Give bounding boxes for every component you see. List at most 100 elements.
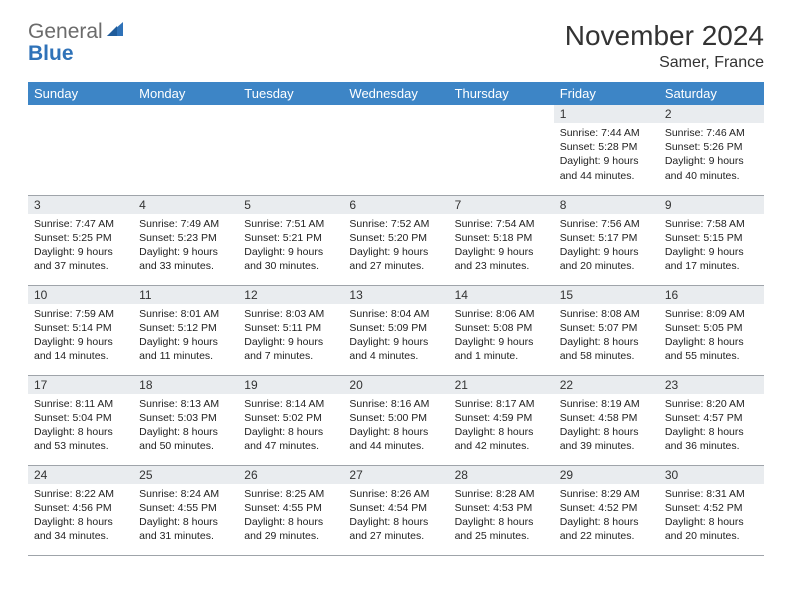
day-number: 13 xyxy=(343,286,448,304)
sunrise-text: Sunrise: 8:04 AM xyxy=(349,307,442,321)
day-details: Sunrise: 8:16 AMSunset: 5:00 PMDaylight:… xyxy=(343,394,448,460)
daylight-text: Daylight: 9 hours and 27 minutes. xyxy=(349,245,442,273)
sunrise-text: Sunrise: 8:11 AM xyxy=(34,397,127,411)
day-details: Sunrise: 8:22 AMSunset: 4:56 PMDaylight:… xyxy=(28,484,133,550)
day-number: 19 xyxy=(238,376,343,394)
day-details: Sunrise: 7:46 AMSunset: 5:26 PMDaylight:… xyxy=(659,123,764,189)
day-cell xyxy=(133,105,238,195)
day-cell xyxy=(449,105,554,195)
sunset-text: Sunset: 5:08 PM xyxy=(455,321,548,335)
day-number: 15 xyxy=(554,286,659,304)
daylight-text: Daylight: 8 hours and 34 minutes. xyxy=(34,515,127,543)
header: General Blue November 2024 Samer, France xyxy=(28,20,764,72)
sunset-text: Sunset: 5:26 PM xyxy=(665,140,758,154)
daylight-text: Daylight: 9 hours and 20 minutes. xyxy=(560,245,653,273)
day-cell: 30Sunrise: 8:31 AMSunset: 4:52 PMDayligh… xyxy=(659,465,764,555)
brand-logo: General Blue xyxy=(28,20,125,65)
day-details: Sunrise: 8:06 AMSunset: 5:08 PMDaylight:… xyxy=(449,304,554,370)
day-number: 7 xyxy=(449,196,554,214)
day-number: 5 xyxy=(238,196,343,214)
daylight-text: Daylight: 8 hours and 44 minutes. xyxy=(349,425,442,453)
daylight-text: Daylight: 8 hours and 42 minutes. xyxy=(455,425,548,453)
day-details: Sunrise: 7:51 AMSunset: 5:21 PMDaylight:… xyxy=(238,214,343,280)
day-number: 18 xyxy=(133,376,238,394)
day-cell xyxy=(238,105,343,195)
calendar-table: Sunday Monday Tuesday Wednesday Thursday… xyxy=(28,82,764,556)
daylight-text: Daylight: 9 hours and 37 minutes. xyxy=(34,245,127,273)
day-cell: 2Sunrise: 7:46 AMSunset: 5:26 PMDaylight… xyxy=(659,105,764,195)
day-cell: 15Sunrise: 8:08 AMSunset: 5:07 PMDayligh… xyxy=(554,285,659,375)
sunrise-text: Sunrise: 8:26 AM xyxy=(349,487,442,501)
week-row: 10Sunrise: 7:59 AMSunset: 5:14 PMDayligh… xyxy=(28,285,764,375)
day-details: Sunrise: 7:54 AMSunset: 5:18 PMDaylight:… xyxy=(449,214,554,280)
day-number: 17 xyxy=(28,376,133,394)
sunset-text: Sunset: 5:28 PM xyxy=(560,140,653,154)
day-number: 28 xyxy=(449,466,554,484)
sunset-text: Sunset: 5:18 PM xyxy=(455,231,548,245)
day-cell: 11Sunrise: 8:01 AMSunset: 5:12 PMDayligh… xyxy=(133,285,238,375)
day-cell: 24Sunrise: 8:22 AMSunset: 4:56 PMDayligh… xyxy=(28,465,133,555)
day-details: Sunrise: 8:31 AMSunset: 4:52 PMDaylight:… xyxy=(659,484,764,550)
sunset-text: Sunset: 4:55 PM xyxy=(244,501,337,515)
sunset-text: Sunset: 5:11 PM xyxy=(244,321,337,335)
day-number: 12 xyxy=(238,286,343,304)
sunset-text: Sunset: 5:02 PM xyxy=(244,411,337,425)
day-cell: 20Sunrise: 8:16 AMSunset: 5:00 PMDayligh… xyxy=(343,375,448,465)
brand-word-2: Blue xyxy=(28,42,74,65)
dayhead-mon: Monday xyxy=(133,82,238,105)
day-details: Sunrise: 8:19 AMSunset: 4:58 PMDaylight:… xyxy=(554,394,659,460)
day-number: 25 xyxy=(133,466,238,484)
day-cell xyxy=(28,105,133,195)
day-number: 21 xyxy=(449,376,554,394)
sunset-text: Sunset: 5:23 PM xyxy=(139,231,232,245)
sunset-text: Sunset: 5:25 PM xyxy=(34,231,127,245)
daylight-text: Daylight: 9 hours and 17 minutes. xyxy=(665,245,758,273)
day-number: 27 xyxy=(343,466,448,484)
sunset-text: Sunset: 4:52 PM xyxy=(665,501,758,515)
day-details: Sunrise: 8:24 AMSunset: 4:55 PMDaylight:… xyxy=(133,484,238,550)
day-cell: 12Sunrise: 8:03 AMSunset: 5:11 PMDayligh… xyxy=(238,285,343,375)
day-number: 30 xyxy=(659,466,764,484)
sunrise-text: Sunrise: 8:25 AM xyxy=(244,487,337,501)
daylight-text: Daylight: 8 hours and 36 minutes. xyxy=(665,425,758,453)
day-details: Sunrise: 8:14 AMSunset: 5:02 PMDaylight:… xyxy=(238,394,343,460)
sunrise-text: Sunrise: 8:29 AM xyxy=(560,487,653,501)
day-cell: 27Sunrise: 8:26 AMSunset: 4:54 PMDayligh… xyxy=(343,465,448,555)
sunset-text: Sunset: 4:52 PM xyxy=(560,501,653,515)
daylight-text: Daylight: 9 hours and 7 minutes. xyxy=(244,335,337,363)
sunset-text: Sunset: 4:56 PM xyxy=(34,501,127,515)
sunrise-text: Sunrise: 7:47 AM xyxy=(34,217,127,231)
day-cell: 3Sunrise: 7:47 AMSunset: 5:25 PMDaylight… xyxy=(28,195,133,285)
dayhead-sat: Saturday xyxy=(659,82,764,105)
sail-icon xyxy=(105,20,125,43)
day-header-row: Sunday Monday Tuesday Wednesday Thursday… xyxy=(28,82,764,105)
day-cell: 17Sunrise: 8:11 AMSunset: 5:04 PMDayligh… xyxy=(28,375,133,465)
day-details: Sunrise: 7:49 AMSunset: 5:23 PMDaylight:… xyxy=(133,214,238,280)
sunset-text: Sunset: 4:58 PM xyxy=(560,411,653,425)
sunrise-text: Sunrise: 8:24 AM xyxy=(139,487,232,501)
day-details: Sunrise: 8:26 AMSunset: 4:54 PMDaylight:… xyxy=(343,484,448,550)
day-cell: 5Sunrise: 7:51 AMSunset: 5:21 PMDaylight… xyxy=(238,195,343,285)
sunset-text: Sunset: 5:15 PM xyxy=(665,231,758,245)
daylight-text: Daylight: 8 hours and 27 minutes. xyxy=(349,515,442,543)
sunset-text: Sunset: 5:20 PM xyxy=(349,231,442,245)
sunrise-text: Sunrise: 7:56 AM xyxy=(560,217,653,231)
day-number: 11 xyxy=(133,286,238,304)
day-details: Sunrise: 8:28 AMSunset: 4:53 PMDaylight:… xyxy=(449,484,554,550)
day-cell: 28Sunrise: 8:28 AMSunset: 4:53 PMDayligh… xyxy=(449,465,554,555)
daylight-text: Daylight: 8 hours and 20 minutes. xyxy=(665,515,758,543)
sunrise-text: Sunrise: 7:58 AM xyxy=(665,217,758,231)
week-row: 17Sunrise: 8:11 AMSunset: 5:04 PMDayligh… xyxy=(28,375,764,465)
day-cell: 16Sunrise: 8:09 AMSunset: 5:05 PMDayligh… xyxy=(659,285,764,375)
sunset-text: Sunset: 5:09 PM xyxy=(349,321,442,335)
day-cell: 22Sunrise: 8:19 AMSunset: 4:58 PMDayligh… xyxy=(554,375,659,465)
daylight-text: Daylight: 9 hours and 44 minutes. xyxy=(560,154,653,182)
day-cell: 29Sunrise: 8:29 AMSunset: 4:52 PMDayligh… xyxy=(554,465,659,555)
day-details: Sunrise: 7:56 AMSunset: 5:17 PMDaylight:… xyxy=(554,214,659,280)
dayhead-thu: Thursday xyxy=(449,82,554,105)
day-cell: 25Sunrise: 8:24 AMSunset: 4:55 PMDayligh… xyxy=(133,465,238,555)
daylight-text: Daylight: 9 hours and 1 minute. xyxy=(455,335,548,363)
day-number: 10 xyxy=(28,286,133,304)
sunrise-text: Sunrise: 8:16 AM xyxy=(349,397,442,411)
day-details: Sunrise: 8:09 AMSunset: 5:05 PMDaylight:… xyxy=(659,304,764,370)
